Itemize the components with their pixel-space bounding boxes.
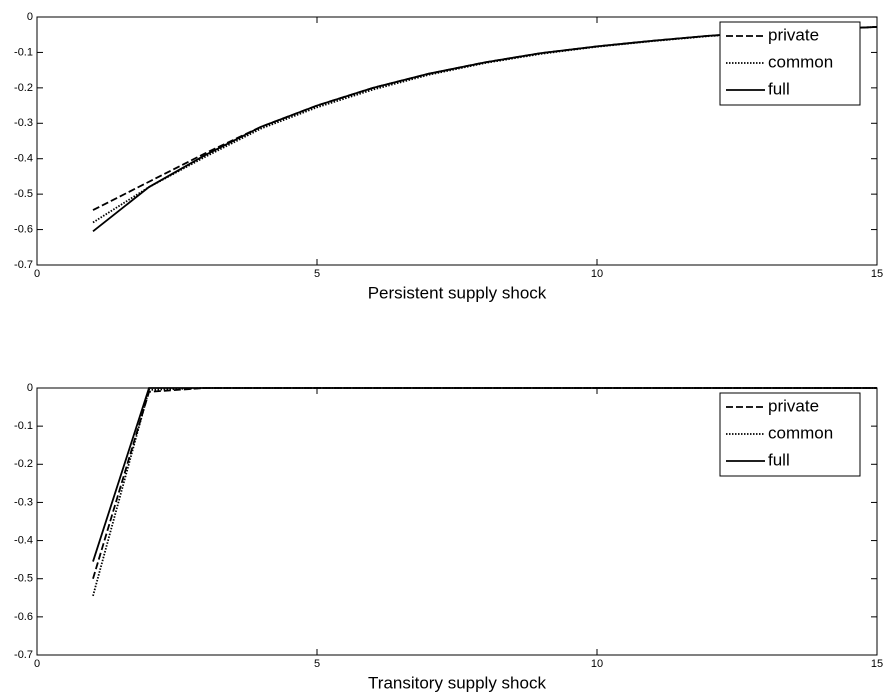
x-tick-label: 5 — [314, 268, 320, 280]
x-tick-label: 15 — [871, 268, 883, 280]
legend-label: private — [768, 25, 819, 44]
legend-label: full — [768, 79, 790, 98]
x-tick-label: 15 — [871, 658, 883, 670]
x-axis-label: Persistent supply shock — [368, 283, 547, 302]
y-tick-label: 0 — [27, 11, 33, 23]
y-tick-label: -0.1 — [14, 46, 33, 58]
x-tick-label: 10 — [591, 658, 603, 670]
legend-label: full — [768, 450, 790, 469]
y-tick-label: -0.2 — [14, 82, 33, 94]
legend-box — [719, 21, 861, 106]
y-tick-label: -0.3 — [14, 496, 33, 508]
y-tick-label: -0.5 — [14, 188, 33, 200]
y-tick-label: -0.7 — [14, 649, 33, 661]
legend-label: common — [768, 423, 833, 442]
y-tick-label: 0 — [27, 382, 33, 394]
y-tick-label: -0.1 — [14, 420, 33, 432]
y-tick-label: -0.7 — [14, 259, 33, 271]
x-tick-label: 10 — [591, 268, 603, 280]
y-tick-label: -0.4 — [14, 153, 33, 165]
y-tick-label: -0.3 — [14, 117, 33, 129]
y-tick-label: -0.6 — [14, 611, 33, 623]
x-tick-label: 0 — [34, 268, 40, 280]
x-tick-label: 5 — [314, 658, 320, 670]
legend-box — [719, 392, 861, 477]
y-tick-label: -0.6 — [14, 223, 33, 235]
x-tick-label: 0 — [34, 658, 40, 670]
legend-label: common — [768, 52, 833, 71]
axes-box — [36, 16, 878, 266]
series-line — [92, 387, 877, 562]
y-tick-label: -0.5 — [14, 573, 33, 585]
y-tick-label: -0.4 — [14, 534, 33, 546]
x-axis-label: Transitory supply shock — [368, 673, 546, 692]
y-tick-label: -0.2 — [14, 458, 33, 470]
legend-label: private — [768, 396, 819, 415]
